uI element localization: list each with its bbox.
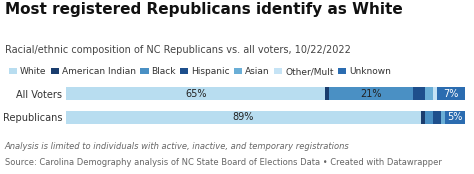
Bar — [445, 111, 465, 124]
Text: 5%: 5% — [447, 112, 462, 122]
Bar — [425, 111, 433, 124]
Bar — [437, 87, 465, 100]
Bar — [441, 111, 445, 124]
Text: Most registered Republicans identify as White: Most registered Republicans identify as … — [5, 2, 402, 17]
Text: Source: Carolina Demography analysis of NC State Board of Elections Data • Creat: Source: Carolina Demography analysis of … — [5, 158, 442, 167]
Bar — [421, 111, 425, 124]
Text: Racial/ethnic composition of NC Republicans vs. all voters, 10/22/2022: Racial/ethnic composition of NC Republic… — [5, 45, 351, 55]
Text: 21%: 21% — [360, 89, 382, 99]
Bar — [433, 87, 437, 100]
Legend: White, American Indian, Black, Hispanic, Asian, Other/Mult, Unknown: White, American Indian, Black, Hispanic,… — [9, 67, 391, 76]
Bar — [413, 87, 425, 100]
Bar — [425, 87, 433, 100]
Bar — [325, 87, 329, 100]
Text: 89%: 89% — [233, 112, 254, 122]
Bar — [66, 87, 325, 100]
Text: 65%: 65% — [185, 89, 207, 99]
Bar — [66, 111, 421, 124]
Text: 7%: 7% — [443, 89, 458, 99]
Bar — [433, 111, 441, 124]
Bar — [329, 87, 413, 100]
Text: Analysis is limited to individuals with active, inactive, and temporary registra: Analysis is limited to individuals with … — [5, 142, 349, 151]
